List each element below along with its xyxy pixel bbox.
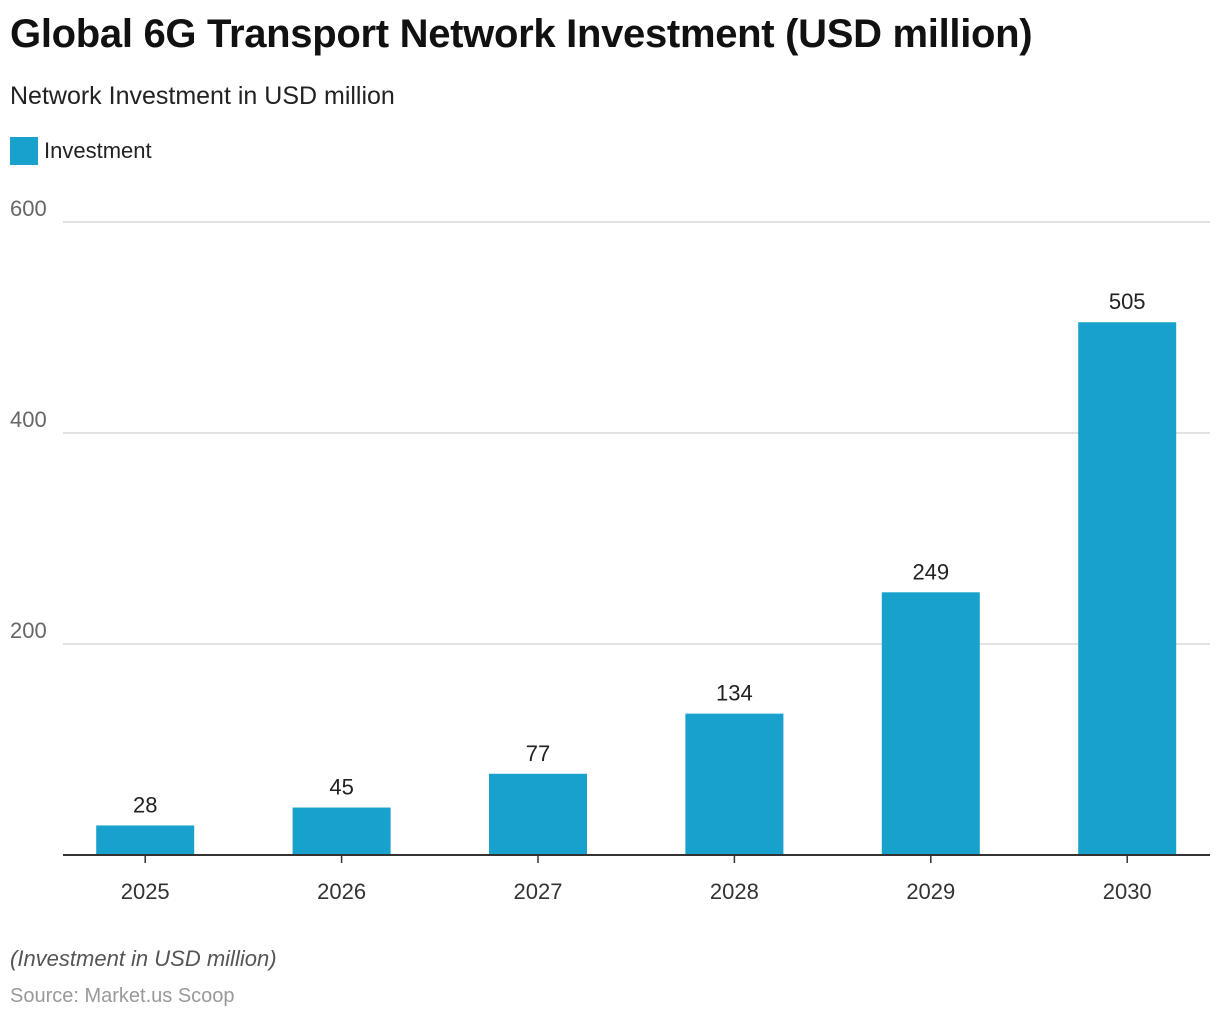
- y-tick-label: 400: [10, 407, 47, 432]
- legend-label: Investment: [44, 138, 152, 163]
- x-tick-label: 2025: [121, 879, 170, 904]
- data-label: 249: [912, 559, 949, 584]
- data-label: 505: [1109, 289, 1146, 314]
- y-tick-label: 600: [10, 196, 47, 221]
- bar: [1078, 322, 1177, 856]
- chart-note: (Investment in USD million): [10, 946, 277, 971]
- bar: [881, 592, 980, 855]
- bar: [292, 807, 391, 855]
- chart-subtitle: Network Investment in USD million: [10, 82, 395, 110]
- source-text: Source: Market.us Scoop: [10, 985, 235, 1007]
- bar: [685, 713, 784, 855]
- x-tick-label: 2027: [514, 879, 563, 904]
- data-label: 45: [329, 775, 353, 800]
- data-label: 134: [716, 681, 753, 706]
- bar: [489, 773, 587, 855]
- legend: Investment: [10, 137, 152, 165]
- y-tick-label: 200: [10, 618, 47, 643]
- legend-swatch: [10, 137, 38, 165]
- x-tick-label: 2026: [317, 879, 366, 904]
- x-tick-label: 2028: [710, 879, 759, 904]
- x-tick-label: 2029: [906, 879, 955, 904]
- data-label: 28: [133, 792, 157, 817]
- data-label: 77: [526, 741, 550, 766]
- x-tick-label: 2030: [1103, 879, 1152, 904]
- bar: [96, 825, 195, 855]
- chart-title: Global 6G Transport Network Investment (…: [10, 12, 1033, 56]
